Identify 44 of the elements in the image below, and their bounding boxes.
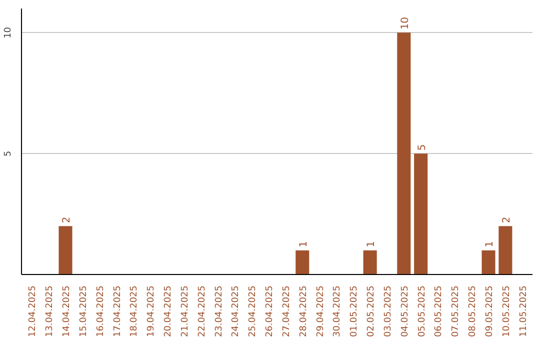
x-tick-label: 02.05.2025	[366, 286, 377, 338]
data-label: 1	[366, 240, 378, 248]
bar	[482, 250, 496, 274]
x-tick-label: 05.05.2025	[417, 286, 428, 338]
data-label: 1	[484, 240, 496, 248]
x-tick-label: 08.05.2025	[468, 286, 478, 338]
data-label: 2	[501, 216, 512, 224]
x-tick-label: 03.05.2025	[383, 286, 394, 338]
x-tick-label: 14.04.2025	[62, 286, 72, 338]
x-tick-label: 29.04.2025	[316, 286, 326, 338]
x-tick-label: 23.04.2025	[214, 286, 224, 338]
data-label: 1	[298, 240, 310, 248]
x-tick-label: 25.04.2025	[248, 286, 258, 338]
x-tick-label: 11.05.2025	[518, 286, 529, 338]
x-tick-label: 27.04.2025	[282, 286, 292, 338]
bar	[397, 32, 411, 274]
bar	[58, 226, 72, 274]
x-tick-label: 28.04.2025	[298, 286, 309, 338]
x-tick-label: 24.04.2025	[231, 286, 242, 338]
x-tick-label: 10.05.2025	[502, 286, 512, 338]
x-tick-label: 17.04.2025	[112, 286, 123, 338]
x-tick-label: 07.05.2025	[451, 286, 462, 338]
x-tick-label: 18.04.2025	[130, 286, 140, 338]
x-tick-label: 26.04.2025	[265, 286, 276, 338]
x-tick-label: 13.04.2025	[45, 286, 56, 338]
data-label: 10	[400, 16, 411, 30]
bar	[363, 250, 377, 274]
bar	[296, 250, 310, 274]
data-label: 2	[61, 216, 72, 224]
x-tick-label: 22.04.2025	[197, 286, 208, 338]
x-tick-label: 09.05.2025	[485, 286, 496, 338]
data-label: 5	[416, 144, 428, 151]
x-tick-label: 19.04.2025	[146, 286, 157, 338]
bar	[498, 226, 512, 274]
x-tick-label: 12.04.2025	[28, 286, 38, 338]
x-tick-label: 04.05.2025	[400, 286, 410, 338]
x-tick-label: 01.05.2025	[350, 286, 360, 338]
x-tick-label: 30.04.2025	[332, 286, 343, 338]
bar	[414, 154, 428, 274]
x-tick-label: 20.04.2025	[164, 286, 174, 338]
x-tick-label: 06.05.2025	[434, 286, 444, 338]
x-tick-label: 15.04.2025	[78, 286, 89, 338]
x-tick-label: 16.04.2025	[96, 286, 106, 338]
x-tick-label: 21.04.2025	[180, 286, 190, 338]
